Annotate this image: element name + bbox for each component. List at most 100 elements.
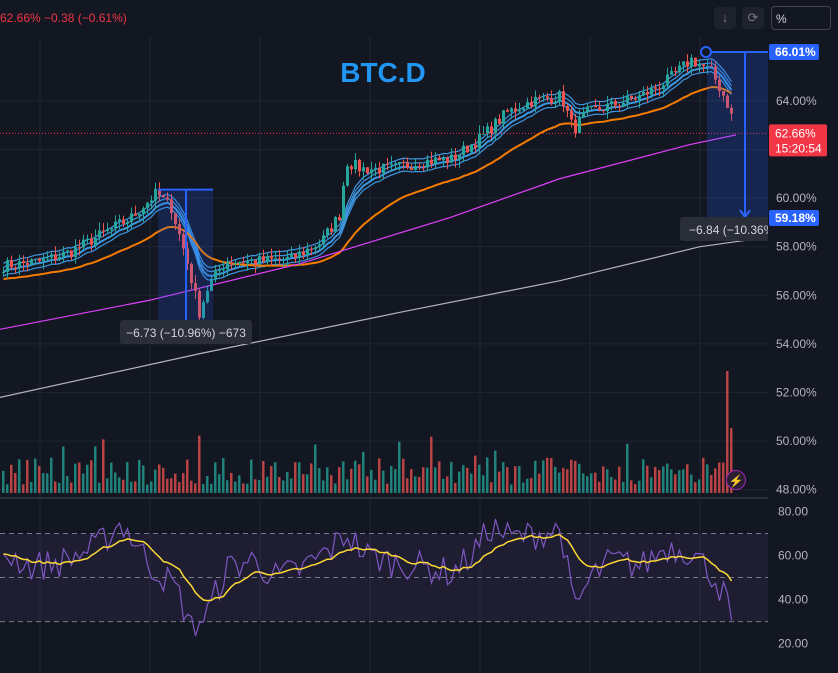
measure-top-price-badge — [769, 44, 819, 60]
countdown-label: 15:20:54 — [775, 141, 822, 155]
volume-bar — [682, 469, 685, 493]
volume-bar — [114, 472, 117, 493]
candle-body — [174, 213, 177, 225]
candle-body — [726, 95, 729, 108]
candle-body — [694, 57, 697, 67]
volume-bar — [382, 470, 385, 493]
volume-bar — [222, 458, 225, 493]
candle-body — [450, 154, 453, 163]
measure-top-price-label: 66.01% — [775, 45, 816, 59]
volume-bar — [450, 461, 453, 493]
candle-body — [70, 250, 73, 257]
volume-bar — [234, 481, 237, 493]
volume-bar — [630, 480, 633, 493]
volume-bar — [618, 466, 621, 493]
candle-body — [530, 102, 533, 107]
symbol-watermark: BTC.D — [340, 57, 426, 88]
candle-body — [330, 228, 333, 232]
candle-body — [606, 104, 609, 112]
candle-body — [374, 167, 377, 170]
volume-bar — [626, 443, 629, 493]
volume-bar — [350, 468, 353, 493]
arrow-down-icon[interactable]: ↓ — [714, 7, 736, 29]
candle-body — [730, 107, 733, 114]
candle-body — [222, 269, 225, 271]
volume-bar — [670, 469, 673, 493]
candle-body — [46, 257, 49, 259]
volume-bar — [522, 482, 525, 493]
candle-body — [182, 234, 185, 249]
volume-bar — [6, 484, 9, 493]
volume-bar — [46, 473, 49, 493]
volume-bar — [130, 481, 133, 493]
volume-bar — [246, 483, 249, 493]
lightning-icon[interactable]: ⚡ — [726, 470, 746, 490]
volume-bar — [442, 478, 445, 493]
measure-label-box — [680, 217, 770, 241]
volume-bar — [62, 446, 65, 493]
volume-bar — [142, 465, 145, 493]
measure-handle — [700, 46, 712, 58]
volume-bar — [54, 481, 57, 493]
candle-body — [558, 91, 561, 102]
candle-body — [190, 263, 193, 284]
candle-body — [38, 258, 41, 261]
volume-bar — [434, 467, 437, 493]
candle-body — [198, 290, 201, 318]
candle-body — [706, 65, 709, 67]
candle-body — [246, 260, 249, 264]
candle-body — [266, 256, 269, 262]
candle-body — [698, 64, 701, 67]
candle-body — [546, 96, 549, 99]
candle-body — [206, 290, 209, 303]
volume-bar — [262, 460, 265, 493]
volume-bar — [422, 467, 425, 493]
candle-body — [58, 256, 61, 260]
price-tick-label: 52.00% — [776, 386, 817, 400]
candle-body — [194, 283, 197, 291]
volume-bar — [282, 480, 285, 493]
candle-body — [602, 110, 605, 112]
candle-body — [470, 144, 473, 153]
volume-bar — [718, 462, 721, 493]
candle-body — [610, 101, 613, 105]
volume-bar — [126, 461, 129, 493]
volume-bar — [510, 484, 513, 493]
candle-body — [82, 239, 85, 248]
candle-body — [274, 258, 277, 260]
volume-bar — [646, 465, 649, 493]
volume-bar — [594, 472, 597, 493]
volume-bar — [214, 462, 217, 493]
volume-bar — [50, 457, 53, 493]
rsi-pane — [0, 518, 768, 637]
candle-body — [650, 87, 653, 95]
candles — [2, 54, 733, 326]
candle-body — [262, 256, 265, 262]
candle-body — [414, 166, 417, 170]
volume-bar — [426, 467, 429, 493]
volume-bar — [158, 464, 161, 493]
candle-body — [302, 251, 305, 256]
volume-bar — [94, 446, 97, 493]
volume-bar — [74, 463, 77, 493]
axis-background — [768, 36, 838, 498]
volume-bar — [122, 479, 125, 493]
percent-scale-input[interactable]: % — [771, 6, 831, 30]
refresh-icon[interactable]: ⟳ — [742, 7, 764, 29]
ma-magenta-line — [0, 134, 737, 330]
candle-body — [270, 256, 273, 259]
candle-body — [566, 106, 569, 111]
candle-body — [18, 261, 21, 268]
candle-body — [630, 95, 633, 99]
candle-body — [258, 256, 261, 265]
volume-bar — [698, 479, 701, 493]
volume-bar — [598, 481, 601, 493]
candle-body — [98, 230, 101, 238]
volume-bar — [530, 478, 533, 493]
candle-body — [390, 164, 393, 166]
candle-body — [286, 256, 289, 260]
candle-body — [50, 254, 53, 258]
candle-body — [438, 157, 441, 161]
volume-bar — [634, 484, 637, 493]
